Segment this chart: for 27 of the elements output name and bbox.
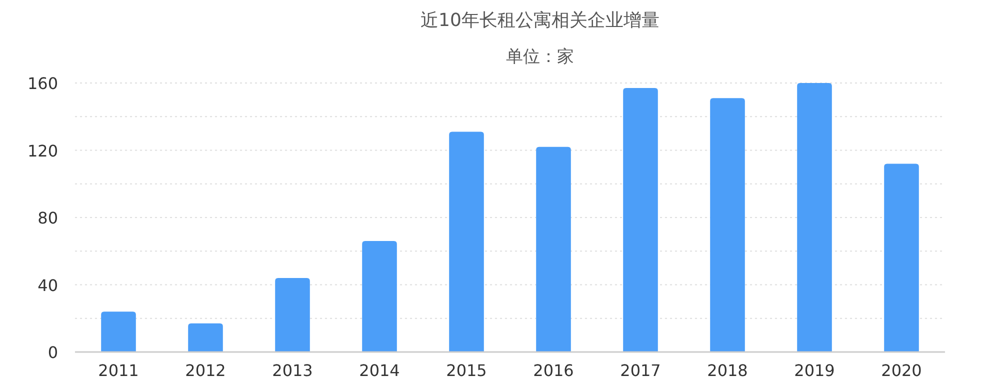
x-tick-label: 2015 (446, 361, 487, 380)
bar (275, 278, 310, 352)
bar (362, 241, 397, 352)
x-tick-label: 2011 (98, 361, 139, 380)
x-tick-label: 2014 (359, 361, 400, 380)
bar (623, 88, 658, 352)
bar (188, 323, 223, 352)
chart-subtitle: 单位：家 (506, 47, 574, 67)
bar (536, 146, 571, 352)
x-tick-label: 2019 (794, 361, 835, 380)
bar (797, 83, 832, 352)
bar (710, 98, 745, 352)
chart-title: 近10年长租公寓相关企业增量 (420, 10, 660, 31)
bar (449, 132, 484, 352)
x-tick-label: 2020 (881, 361, 922, 380)
x-tick-label: 2017 (620, 361, 661, 380)
x-tick-label: 2012 (185, 361, 226, 380)
y-tick-label: 40 (38, 276, 58, 295)
x-tick-label: 2013 (272, 361, 313, 380)
y-tick-label: 0 (48, 343, 58, 362)
x-tick-label: 2016 (533, 361, 574, 380)
bar (101, 312, 136, 352)
x-tick-label: 2018 (707, 361, 748, 380)
bar (884, 164, 919, 352)
y-tick-label: 80 (38, 208, 58, 228)
y-tick-label: 160 (27, 74, 58, 93)
y-tick-label: 120 (27, 141, 58, 160)
